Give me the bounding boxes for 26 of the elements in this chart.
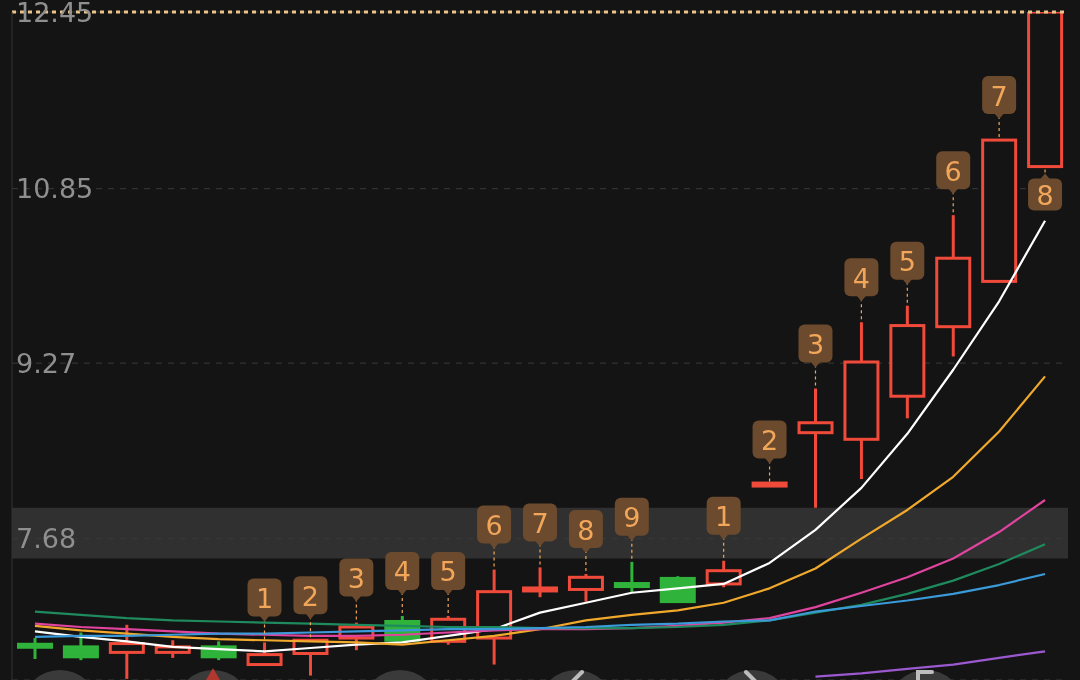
text: 8 bbox=[577, 514, 595, 546]
line-series bbox=[814, 650, 1047, 678]
text: 4 bbox=[852, 262, 870, 294]
text: 3 bbox=[347, 563, 365, 595]
text: 2 bbox=[301, 580, 320, 612]
text: 5 bbox=[439, 556, 457, 588]
text: 7 bbox=[531, 507, 549, 539]
text: 5 bbox=[898, 246, 916, 278]
y-tick-label: 10.85 bbox=[16, 173, 94, 205]
candlestick bbox=[17, 638, 53, 660]
text: 4 bbox=[393, 556, 411, 588]
text: 6 bbox=[944, 155, 962, 187]
candlestick bbox=[797, 388, 834, 508]
candlestick bbox=[522, 567, 559, 599]
text: 1 bbox=[255, 582, 274, 614]
text: 7 bbox=[990, 80, 1008, 112]
y-tick-label: 7.68 bbox=[16, 523, 77, 555]
text: 9 bbox=[623, 502, 641, 534]
text: 6 bbox=[485, 510, 503, 542]
text: 8 bbox=[1036, 180, 1054, 212]
candlestick bbox=[613, 560, 650, 593]
y-tick-label: 12.45 bbox=[16, 0, 94, 28]
text: 1 bbox=[715, 501, 733, 533]
text: 2 bbox=[760, 425, 779, 457]
text: 3 bbox=[806, 329, 825, 361]
y-tick-label: 9.27 bbox=[16, 347, 77, 379]
